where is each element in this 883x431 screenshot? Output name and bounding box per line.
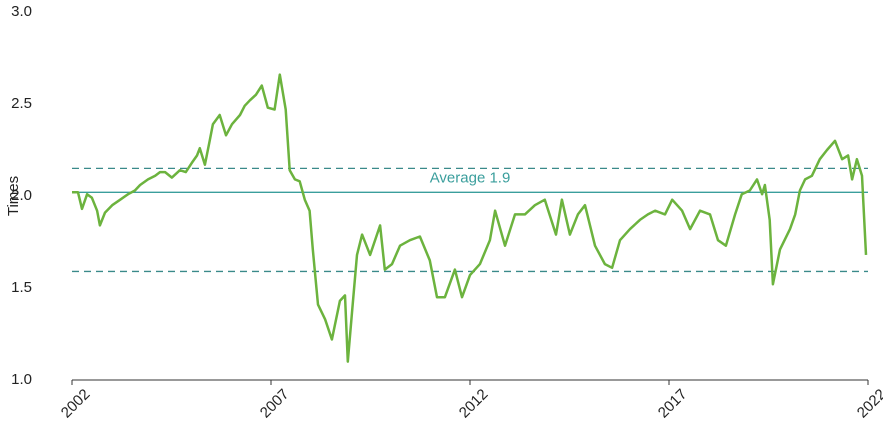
x-tick-label: 2012: [456, 386, 492, 422]
y-tick-label: 3.0: [11, 3, 32, 20]
y-tick-label: 2.5: [11, 95, 32, 112]
y-tick-label: 1.5: [11, 279, 32, 296]
y-tick-label: 1.0: [11, 371, 32, 388]
x-tick-label: 2002: [58, 386, 94, 422]
data-line: [72, 73, 868, 363]
y-tick-label: 2.0: [11, 187, 32, 204]
x-tick-label: 2022: [854, 386, 883, 422]
reference-label: Average 1.9: [430, 169, 511, 186]
x-tick-label: 2017: [655, 386, 691, 422]
x-tick-label: 2007: [257, 386, 293, 422]
y-axis-label: Times: [5, 176, 22, 216]
